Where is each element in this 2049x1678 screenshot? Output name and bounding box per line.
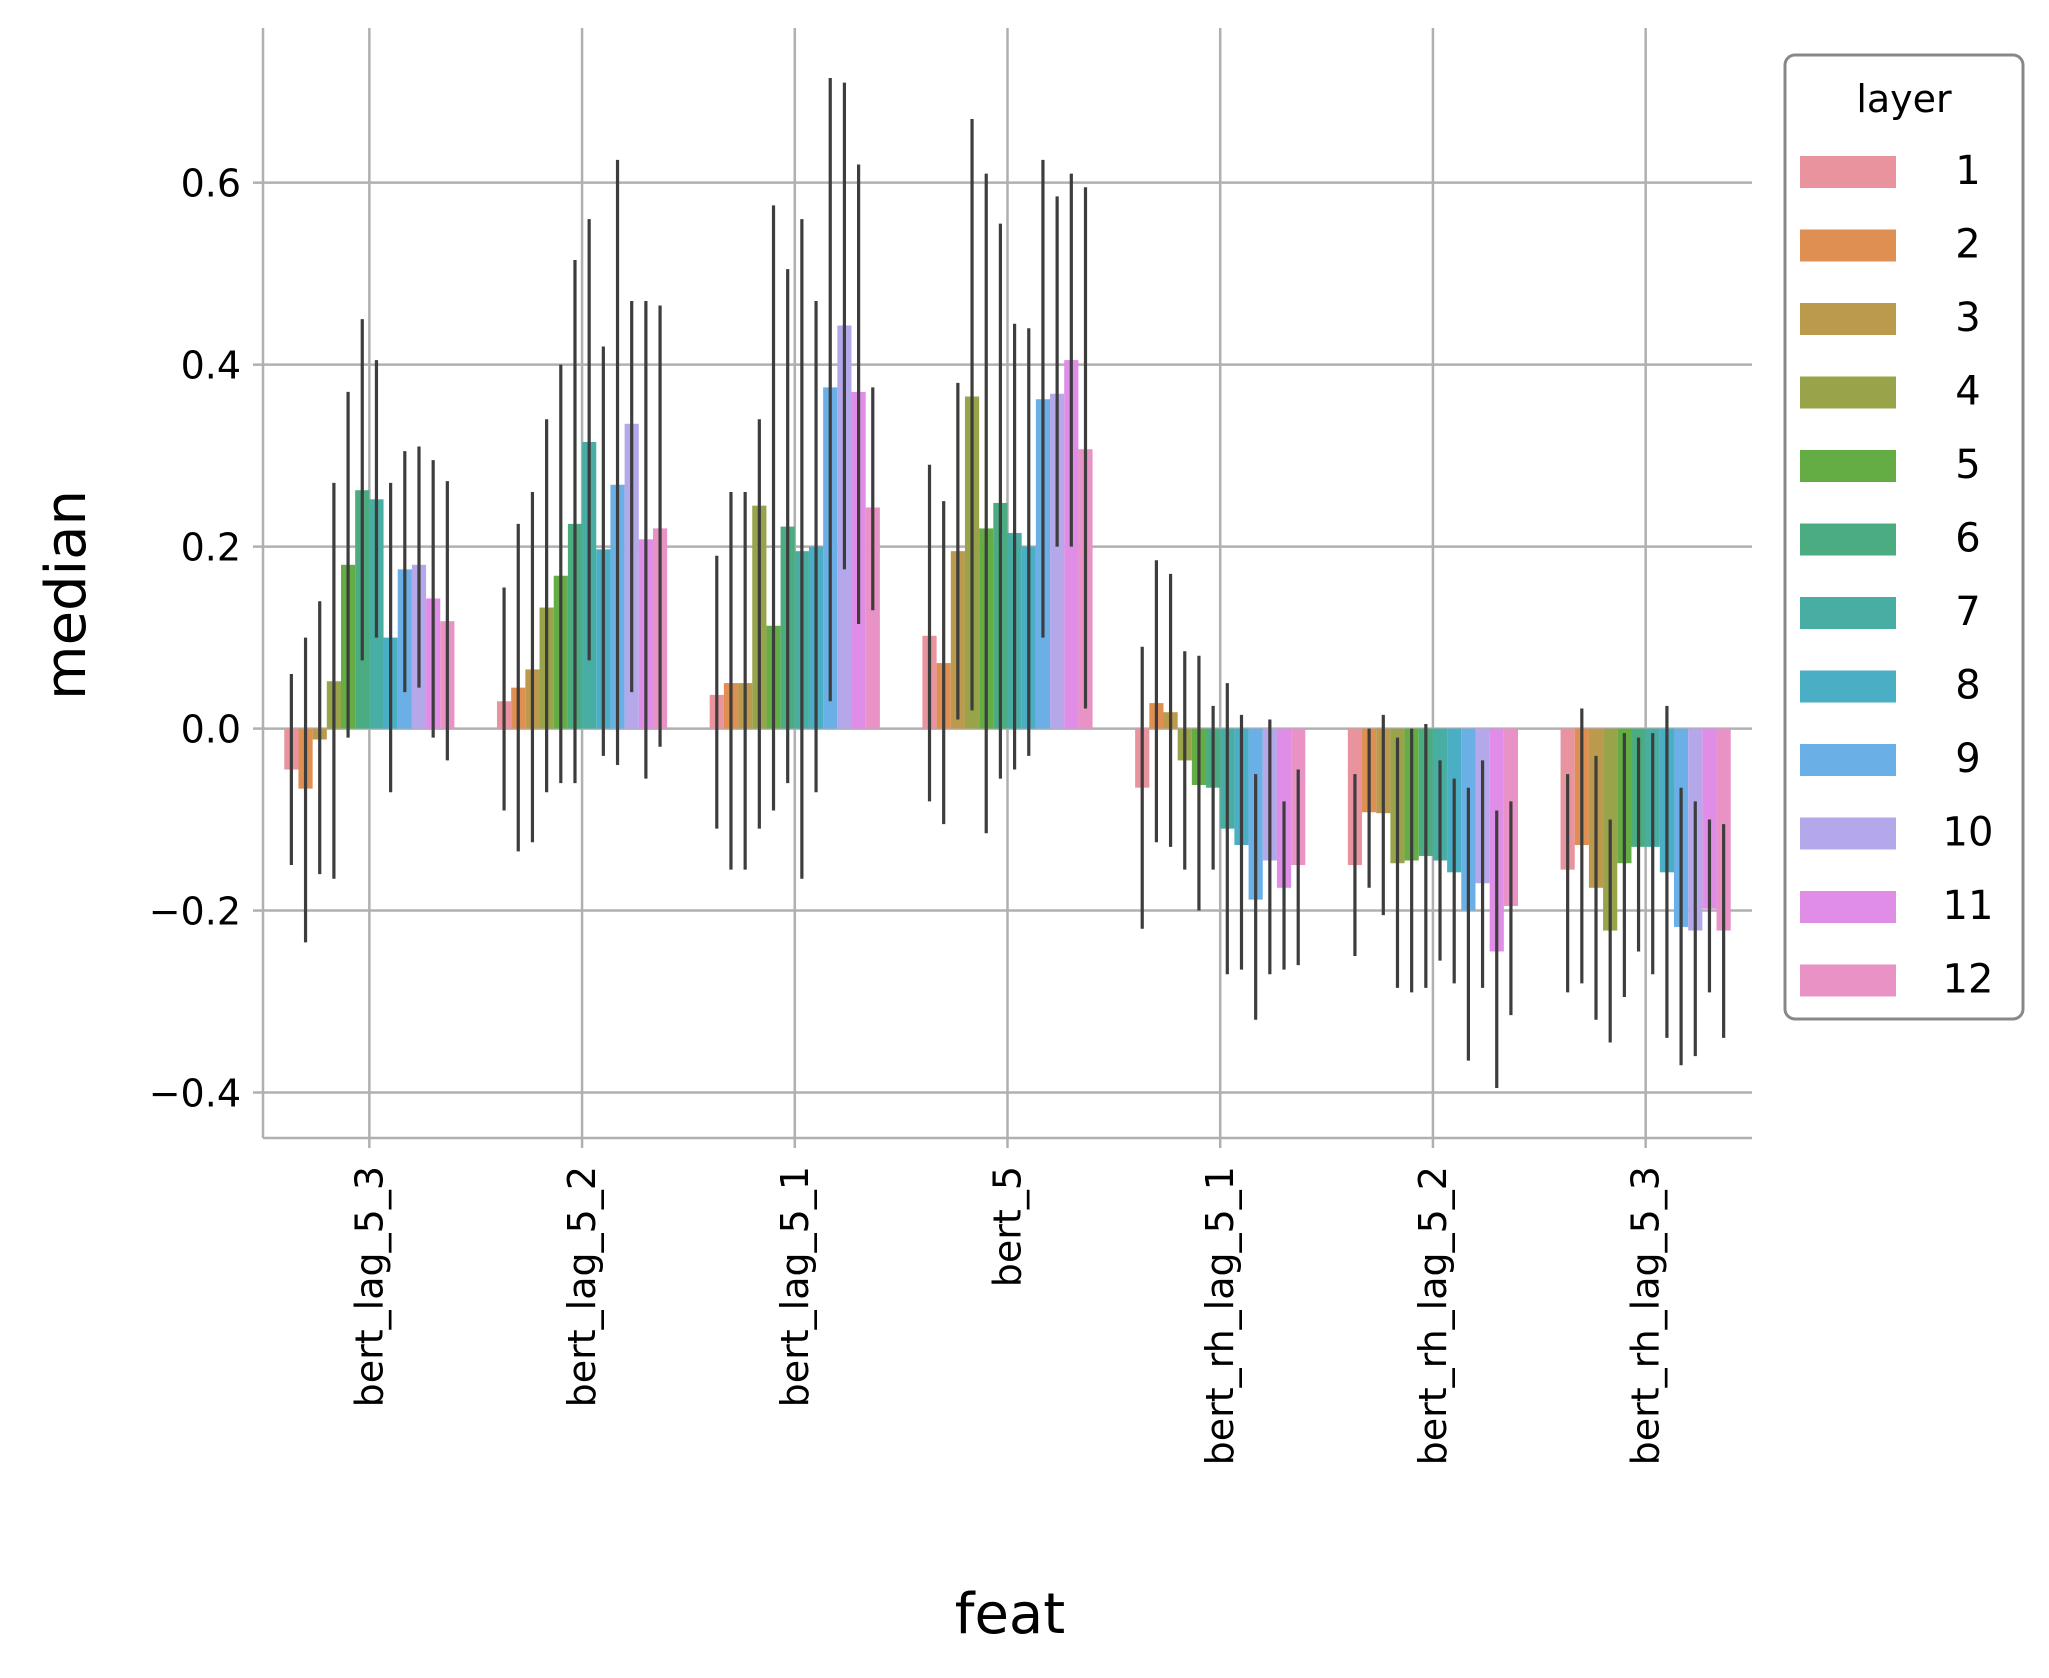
x-tick-label: bert_lag_5_2 (560, 1166, 604, 1407)
legend-label: 11 (1943, 883, 1994, 929)
legend-swatch (1800, 450, 1896, 482)
legend-label: 10 (1943, 810, 1994, 856)
x-tick-label: bert_rh_lag_5_3 (1624, 1166, 1668, 1465)
y-tick-label: 0.2 (181, 526, 241, 570)
bar (1050, 393, 1065, 729)
legend-label: 6 (1955, 516, 1980, 562)
ticks-layer: −0.4 −0.2 0.0 0.2 0.4 0.6 bert_lag_5_3 bert_lag… (149, 162, 1668, 1466)
legend-swatch (1800, 156, 1896, 188)
legend-swatch (1800, 964, 1896, 997)
y-tick-label: −0.2 (149, 890, 241, 934)
legend-swatch (1800, 229, 1896, 262)
bar (865, 507, 880, 729)
legend-title: layer (1856, 77, 1952, 121)
legend-swatch (1800, 376, 1896, 409)
legend-label: 3 (1955, 295, 1980, 341)
errorbars-layer (289, 78, 1726, 1088)
legend-swatch (1800, 303, 1896, 335)
y-tick-label: −0.4 (149, 1072, 241, 1116)
x-axis-label: feat (955, 1582, 1065, 1647)
legend-label: 9 (1955, 736, 1980, 782)
legend-swatch (1800, 670, 1896, 703)
legend-label: 2 (1955, 222, 1980, 268)
bar (1702, 728, 1717, 909)
legend-label: 4 (1955, 369, 1980, 415)
y-axis-label: median (34, 490, 99, 700)
legend-swatch (1800, 817, 1896, 850)
legend-label: 12 (1943, 957, 1994, 1003)
legend-label: 1 (1955, 148, 1980, 194)
y-tick-label: 0.4 (181, 344, 241, 388)
x-tick-label: bert_rh_lag_5_2 (1411, 1166, 1455, 1465)
legend-label: 8 (1955, 663, 1980, 709)
y-tick-label: 0.6 (181, 162, 241, 206)
x-tick-label: bert_lag_5_3 (347, 1166, 391, 1407)
legend-swatch (1800, 744, 1896, 776)
legend-swatch (1800, 597, 1896, 629)
legend-swatch (1800, 891, 1896, 923)
legend-swatch (1800, 523, 1896, 556)
x-tick-label: bert_5 (986, 1166, 1030, 1287)
legend-frame (1783, 53, 2025, 1021)
legend-label: 7 (1955, 589, 1980, 635)
x-tick-label: bert_lag_5_1 (773, 1166, 817, 1407)
x-tick-label: bert_rh_lag_5_1 (1198, 1166, 1242, 1465)
legend-label: 5 (1955, 442, 1980, 488)
y-tick-label: 0.0 (181, 708, 241, 752)
